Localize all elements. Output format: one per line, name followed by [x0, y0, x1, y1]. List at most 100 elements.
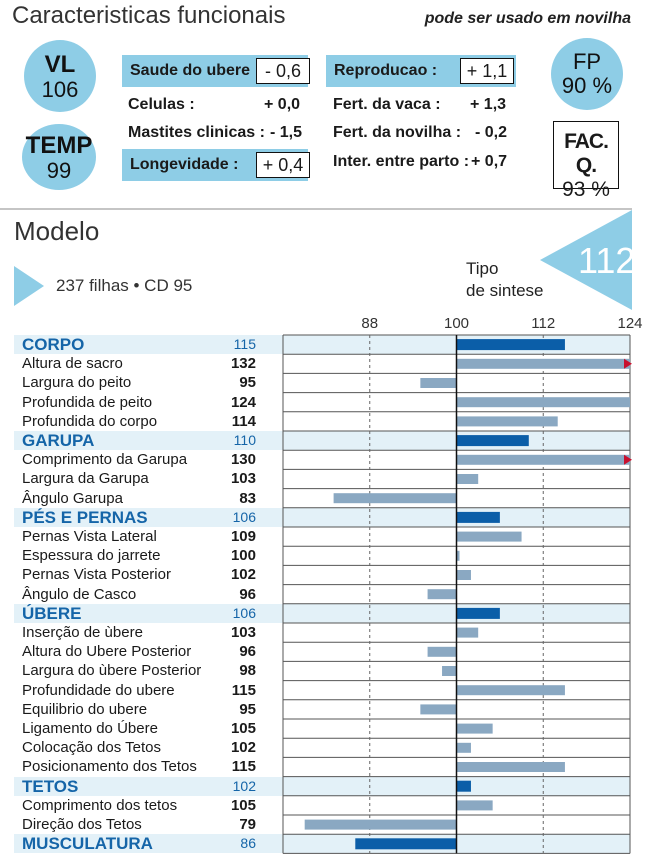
modelo-title: Modelo: [14, 216, 100, 246]
group-bar: [456, 435, 529, 447]
trait-value: 95: [239, 374, 256, 392]
trait-bar: [456, 742, 471, 753]
trait-value: 98: [239, 662, 256, 680]
group-value: 106: [232, 508, 256, 525]
trait-label: Espessura do jarrete: [22, 547, 161, 565]
section-divider: [0, 208, 632, 210]
group-row-background: [14, 834, 630, 854]
reproducao-label: Reproducao :: [334, 62, 438, 79]
trait-label: Direção dos Tetos: [22, 816, 142, 833]
page-title: Caracteristicas funcionais: [12, 2, 286, 29]
trait-label: Largura da Garupa: [22, 470, 149, 488]
trait-value: 115: [231, 681, 256, 699]
longevidade-label: Longevidade :: [130, 156, 239, 173]
trait-bar: [456, 397, 630, 408]
trait-value: 95: [239, 700, 256, 718]
trait-bar: [456, 358, 630, 369]
x-tick-label: 112: [531, 315, 556, 332]
tipo-label-line2: de sintese: [466, 281, 544, 300]
fp-key: FP: [572, 49, 602, 74]
trait-label: Colocação dos Tetos: [22, 739, 161, 757]
trait-value: 124: [230, 393, 256, 411]
vl-badge: VL 106: [24, 40, 96, 112]
trait-label: Pernas Vista Lateral: [22, 528, 157, 545]
trait-bar: [420, 378, 457, 388]
trait-bar: [456, 685, 565, 696]
facq-value: 93 %: [562, 178, 610, 201]
vl-value: 106: [41, 77, 79, 102]
fert-vaca-value: + 1,3: [470, 96, 507, 113]
temp-value: 99: [46, 158, 72, 183]
trait-bar: [420, 704, 457, 715]
trait-value: 105: [230, 720, 256, 737]
tipo-label: Tipo de sintese: [466, 258, 544, 302]
trait-bar: [456, 627, 479, 638]
overflow-right-icon: [624, 454, 632, 465]
temp-key: TEMP: [25, 132, 93, 159]
trait-label: Comprimento da Garupa: [22, 451, 188, 469]
group-bar: [355, 838, 457, 850]
celulas-value: + 0,0: [264, 96, 301, 113]
mastites-value: - 1,5: [270, 124, 303, 141]
trait-label: Ângulo de Casco: [22, 585, 137, 603]
trait-bar: [456, 416, 558, 427]
trait-bar: [456, 531, 522, 542]
trait-label: Profundidade do ubere: [22, 681, 175, 699]
trait-bar: [456, 762, 565, 772]
vl-key: VL: [44, 51, 76, 78]
trait-value: 105: [230, 796, 256, 814]
group-row-background: [14, 776, 630, 796]
trait-label: Altura do Ubere Posterior: [22, 643, 192, 661]
trait-value: 103: [230, 624, 256, 641]
group-value: 115: [233, 336, 256, 352]
x-tick-label: 88: [361, 315, 379, 332]
trait-value: 96: [239, 585, 256, 603]
trait-value: 102: [230, 566, 256, 584]
group-value: 86: [240, 835, 256, 852]
trait-value: 115: [231, 758, 256, 776]
reproducao-value: + 1,1: [460, 58, 514, 84]
tipo-label-line1: Tipo: [466, 259, 499, 278]
trait-value: 132: [230, 355, 256, 373]
facq-key: FAC. Q.: [564, 130, 609, 177]
saude-label: Saude do ubere :: [130, 62, 260, 79]
group-value: 106: [232, 604, 256, 621]
trait-bar: [456, 570, 471, 580]
trait-value: 109: [230, 528, 256, 545]
mastites-label: Mastites clinicas :: [128, 124, 265, 141]
group-bar: [456, 780, 471, 792]
trait-value: 102: [230, 739, 256, 757]
trait-label: Profundida de peito: [22, 393, 153, 411]
trait-bar: [456, 454, 630, 465]
trait-bar: [427, 646, 457, 657]
trait-value: 83: [239, 489, 256, 507]
trait-label: Profundida do corpo: [22, 412, 158, 430]
heifer-note: pode ser usado em novilha: [424, 10, 631, 27]
trait-label: Equilibrio do ubere: [22, 700, 148, 718]
trait-value: 79: [239, 816, 256, 833]
trait-value: 96: [239, 643, 256, 661]
group-bar: [456, 511, 500, 523]
saude-value: - 0,6: [256, 58, 310, 84]
trait-label: Posicionamento dos Tetos: [22, 758, 197, 776]
fert-novilha-label: Fert. da novilha :: [333, 124, 462, 141]
trait-bar: [456, 800, 493, 811]
longevidade-value: + 0,4: [256, 152, 310, 178]
trait-value: 130: [230, 451, 256, 469]
trait-label: Comprimento dos tetos: [22, 796, 178, 814]
fp-value: 90 %: [561, 73, 613, 98]
trait-label: Ângulo Garupa: [22, 489, 123, 507]
group-bar: [456, 339, 565, 351]
filhas-info: 237 filhas • CD 95: [56, 276, 193, 295]
trait-label: Ligamento do Úbere: [22, 720, 158, 737]
group-bar: [456, 607, 500, 619]
filhas-triangle-icon: [14, 266, 44, 306]
group-label: MUSCULATURA: [22, 834, 153, 854]
trait-bar: [456, 550, 460, 561]
group-value: 102: [232, 777, 256, 794]
fert-novilha-value: - 0,2: [475, 124, 508, 141]
trait-bar: [304, 819, 457, 830]
x-tick-label: 124: [617, 315, 643, 332]
celulas-label: Celulas :: [128, 96, 195, 113]
